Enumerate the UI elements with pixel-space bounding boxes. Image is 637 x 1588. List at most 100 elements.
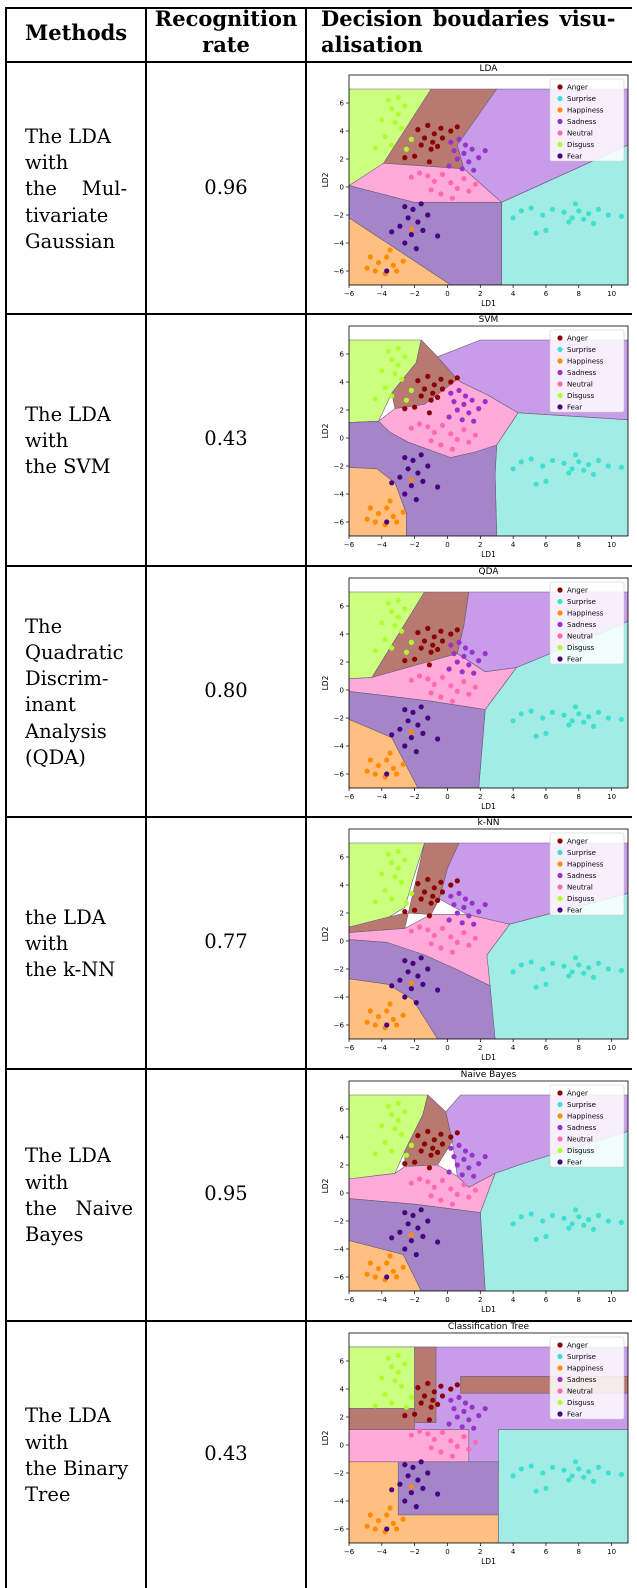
y-tick-label: −4 <box>334 1498 345 1506</box>
data-point <box>569 215 575 221</box>
data-point <box>439 1393 446 1399</box>
data-point <box>543 227 549 233</box>
data-point <box>417 1176 423 1182</box>
legend-label: Surprise <box>567 1353 596 1361</box>
data-point <box>408 1232 414 1238</box>
method-line: inant <box>25 693 76 717</box>
data-point <box>402 909 408 915</box>
data-point <box>410 457 416 463</box>
data-point <box>397 1229 403 1235</box>
data-point <box>412 656 418 662</box>
data-point <box>415 378 421 384</box>
legend-label: Surprise <box>567 849 596 857</box>
data-point <box>402 491 408 497</box>
data-point <box>482 1154 488 1160</box>
data-point <box>472 432 478 438</box>
data-point <box>540 212 546 218</box>
data-point <box>425 373 431 379</box>
table-top-border <box>5 7 632 9</box>
data-point <box>392 874 398 880</box>
region-cyan <box>494 412 628 536</box>
legend-marker <box>557 153 563 159</box>
data-point <box>482 148 488 154</box>
data-point <box>420 478 426 484</box>
data-point <box>438 1131 444 1137</box>
x-tick-label: −2 <box>409 793 419 801</box>
data-point <box>439 674 446 680</box>
data-point <box>456 136 462 142</box>
data-point <box>528 456 534 462</box>
data-point <box>426 159 432 165</box>
data-point <box>438 879 444 885</box>
data-point <box>566 1477 572 1483</box>
decision-boundary-plot: LDA −6 −4 −2 0 2 4 6 8 10 6 4 2 0 −2 −4 −6 LD1 LD2 Anger Sur… <box>321 64 629 308</box>
data-point <box>549 709 556 715</box>
data-point <box>364 1523 370 1529</box>
data-point <box>576 208 582 214</box>
legend-marker <box>557 392 563 399</box>
y-tick-label: −4 <box>334 743 345 751</box>
plot-frame <box>348 1080 629 1292</box>
data-point <box>431 178 437 184</box>
data-point <box>415 470 421 476</box>
data-point <box>581 467 587 473</box>
data-point <box>405 1473 411 1479</box>
header-rate-line1: Recognition <box>154 6 298 31</box>
data-point <box>375 1014 382 1020</box>
data-point <box>392 1126 398 1132</box>
data-point <box>466 942 472 948</box>
data-point <box>418 1459 424 1465</box>
x-tick-label: 8 <box>577 541 581 549</box>
legend-marker <box>557 633 563 639</box>
data-point <box>403 649 409 655</box>
data-point <box>395 1369 401 1375</box>
y-tick-label: 2 <box>340 156 344 164</box>
data-point <box>448 1134 454 1140</box>
data-point <box>397 474 403 480</box>
data-point <box>540 463 546 469</box>
data-point <box>412 1411 418 1417</box>
data-point <box>384 1274 390 1280</box>
data-point <box>454 910 460 916</box>
data-point <box>446 917 452 923</box>
recognition-rate: 0.43 <box>204 427 248 450</box>
data-point <box>451 1154 457 1160</box>
decision-boundary-plot: Classification Tree −6 −4 −2 0 2 4 6 8 10 6 4 2 0 −2 −4… <box>321 1322 629 1566</box>
data-point <box>384 1022 390 1028</box>
data-point <box>438 628 444 634</box>
data-point <box>454 627 460 633</box>
data-point <box>459 669 465 675</box>
data-point <box>384 1008 390 1014</box>
x-axis-label: LD1 <box>481 1053 496 1062</box>
method-line: the SVM <box>25 455 111 479</box>
data-point <box>454 939 460 945</box>
data-point <box>390 765 396 771</box>
data-point <box>566 973 572 979</box>
legend-label: Happiness <box>567 358 604 366</box>
data-point <box>461 176 467 182</box>
legend-marker <box>557 598 563 605</box>
data-point <box>415 881 421 887</box>
data-point <box>476 658 482 664</box>
header-recognition-rate: Recognition rate <box>146 6 306 58</box>
data-point <box>471 167 477 173</box>
legend-label: Disguss <box>567 644 595 652</box>
data-point <box>382 1140 388 1146</box>
x-tick-label: 2 <box>478 1548 482 1556</box>
data-point <box>456 890 462 896</box>
data-point <box>389 1112 395 1118</box>
data-point <box>402 1161 408 1167</box>
legend-marker <box>557 1376 563 1383</box>
data-point <box>384 519 390 525</box>
data-point <box>418 393 424 399</box>
data-point <box>412 907 418 913</box>
header-vis-line2: alisation <box>321 32 423 57</box>
data-point <box>395 94 401 100</box>
data-point <box>397 223 403 229</box>
x-tick-label: −2 <box>409 1548 419 1556</box>
legend-marker <box>557 369 563 376</box>
legend-label: Disguss <box>567 392 595 400</box>
data-point <box>367 757 373 763</box>
data-point <box>431 634 437 640</box>
data-point <box>471 670 477 676</box>
